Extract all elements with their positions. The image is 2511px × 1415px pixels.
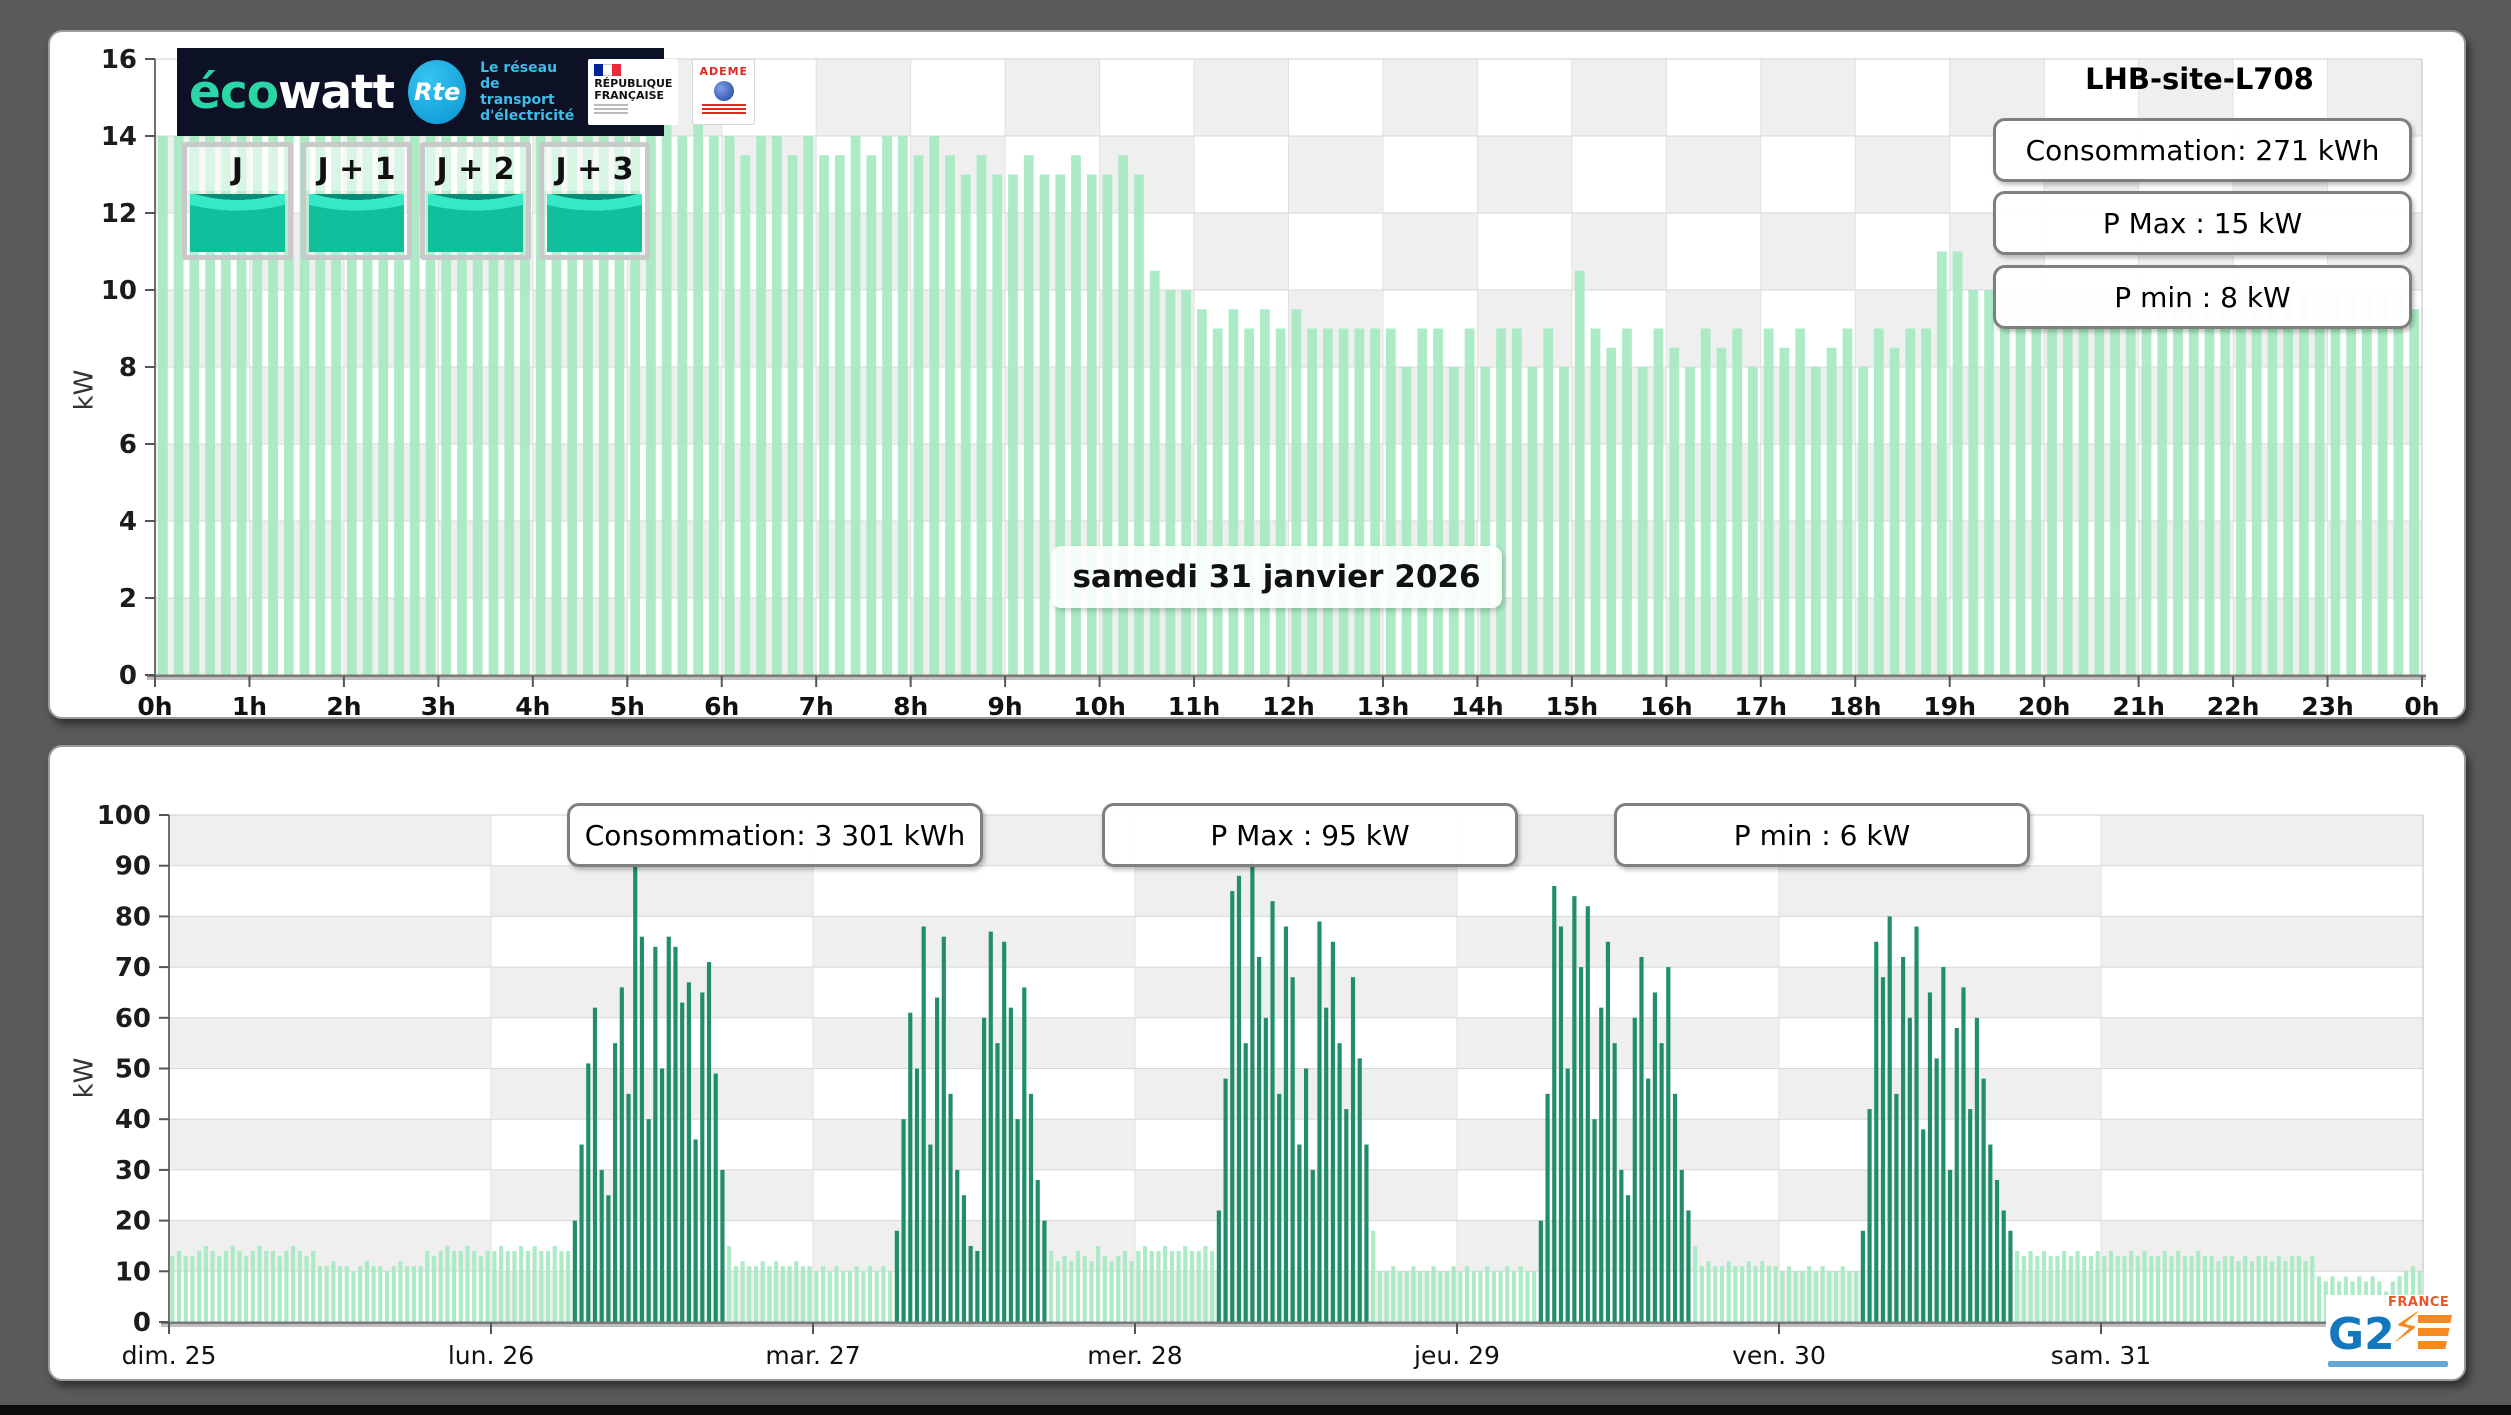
svg-text:3h: 3h	[421, 692, 456, 717]
gauge-day-j[interactable]: J	[182, 142, 293, 260]
svg-text:6: 6	[119, 430, 137, 460]
svg-text:20: 20	[115, 1207, 151, 1237]
day-consumption-stat: Consommation: 271 kWh	[1993, 118, 2412, 182]
svg-text:22h: 22h	[2207, 692, 2260, 717]
svg-text:0: 0	[119, 661, 137, 691]
svg-text:12h: 12h	[1262, 692, 1315, 717]
svg-text:dim. 25: dim. 25	[122, 1341, 217, 1370]
svg-text:14: 14	[101, 122, 137, 152]
svg-text:0h: 0h	[2404, 692, 2439, 717]
svg-text:10: 10	[101, 276, 137, 306]
svg-text:17h: 17h	[1734, 692, 1787, 717]
republique-francaise-badge: RÉPUBLIQUE FRANÇAISE	[588, 59, 679, 125]
svg-text:16: 16	[101, 45, 137, 75]
week-y-axis-unit: kW	[69, 1057, 100, 1099]
svg-text:2: 2	[119, 584, 137, 614]
svg-text:7h: 7h	[799, 692, 834, 717]
gauge-day-j1[interactable]: J + 1	[301, 142, 412, 260]
g2e-logo: FRANCE G2 ⚡	[2326, 1295, 2464, 1379]
week-consumption-stat: Consommation: 3 301 kWh	[567, 803, 983, 867]
svg-text:19h: 19h	[1923, 692, 1976, 717]
rte-logo-icon: Rte	[408, 60, 467, 124]
rf-motto-lines	[594, 104, 629, 115]
g2e-e-icon	[2418, 1315, 2452, 1353]
ecowatt-logo-watt: watt	[278, 64, 395, 120]
svg-text:20h: 20h	[2018, 692, 2071, 717]
week-pmin-stat: P min : 6 kW	[1614, 803, 2030, 867]
svg-text:11h: 11h	[1168, 692, 1221, 717]
gauge-green-icon	[190, 194, 285, 252]
svg-text:0h: 0h	[137, 692, 172, 717]
svg-text:8: 8	[119, 353, 137, 383]
svg-text:8h: 8h	[893, 692, 928, 717]
svg-text:14h: 14h	[1451, 692, 1504, 717]
svg-text:90: 90	[115, 852, 151, 882]
lightning-bolt-icon: ⚡	[2392, 1303, 2422, 1352]
svg-text:mar. 27: mar. 27	[765, 1341, 860, 1370]
ademe-text-lines	[701, 104, 746, 116]
svg-text:4: 4	[119, 507, 137, 537]
svg-text:9h: 9h	[988, 692, 1023, 717]
gauge-day-j3[interactable]: J + 3	[539, 142, 650, 260]
gauge-green-icon	[309, 194, 404, 252]
svg-text:16h: 16h	[1640, 692, 1693, 717]
svg-text:100: 100	[97, 801, 151, 831]
rte-tagline: Le réseau de transport d'électricité	[480, 59, 575, 125]
svg-text:sam. 31: sam. 31	[2051, 1341, 2151, 1370]
svg-text:23h: 23h	[2301, 692, 2354, 717]
ecowatt-logo-bar: écowatt Rte Le réseau de transport d'éle…	[177, 48, 756, 136]
ademe-globe-icon	[713, 81, 734, 101]
svg-text:18h: 18h	[1829, 692, 1882, 717]
site-title: LHB-site-L708	[2085, 62, 2314, 96]
screen-bottom-strip	[0, 1405, 2511, 1415]
svg-text:4h: 4h	[515, 692, 550, 717]
svg-text:15h: 15h	[1546, 692, 1599, 717]
gauge-green-icon	[547, 194, 642, 252]
svg-text:50: 50	[115, 1055, 151, 1085]
svg-text:lun. 26: lun. 26	[448, 1341, 534, 1370]
gauge-green-icon	[428, 194, 523, 252]
svg-text:10h: 10h	[1073, 692, 1126, 717]
svg-text:6h: 6h	[704, 692, 739, 717]
ecowatt-forecast-gauges: J J + 1 J + 2 J + 3	[182, 142, 650, 260]
svg-text:70: 70	[115, 953, 151, 983]
french-flag-icon	[594, 64, 622, 76]
gauge-day-j2[interactable]: J + 2	[420, 142, 531, 260]
svg-text:21h: 21h	[2112, 692, 2165, 717]
svg-text:80: 80	[115, 902, 151, 932]
svg-text:1h: 1h	[232, 692, 267, 717]
svg-text:5h: 5h	[610, 692, 645, 717]
ecowatt-logo-eco: éco	[189, 64, 279, 120]
svg-text:12: 12	[101, 199, 137, 229]
day-pmin-stat: P min : 8 kW	[1993, 265, 2412, 329]
svg-text:10: 10	[115, 1257, 151, 1287]
g2e-tagline	[2328, 1361, 2448, 1367]
svg-text:0: 0	[133, 1308, 151, 1338]
svg-text:2h: 2h	[326, 692, 361, 717]
svg-text:ven. 30: ven. 30	[1732, 1341, 1826, 1370]
svg-text:jeu. 29: jeu. 29	[1413, 1341, 1500, 1370]
week-chart-card: 100 90 80 70 60 50 40 30 20 10 0 dim. 25 lun. 26 mar.…	[48, 745, 2466, 1381]
svg-text:40: 40	[115, 1105, 151, 1135]
ecowatt-logo: écowatt	[189, 64, 395, 120]
svg-text:mer. 28: mer. 28	[1087, 1341, 1182, 1370]
ademe-badge: ADEME	[692, 59, 756, 125]
week-pmax-stat: P Max : 95 kW	[1102, 803, 1518, 867]
day-y-axis-unit: kW	[69, 369, 100, 410]
date-label: samedi 31 janvier 2026	[1051, 546, 1502, 608]
svg-text:13h: 13h	[1357, 692, 1410, 717]
svg-text:60: 60	[115, 1004, 151, 1034]
svg-text:30: 30	[115, 1156, 151, 1186]
day-pmax-stat: P Max : 15 kW	[1993, 191, 2412, 255]
day-chart-card: 16 14 12 10 8 6 4 2 0 0h 1h 2h 3h 4h 5h 6h 7h 8h 9h 10h 11h 1…	[48, 30, 2466, 719]
